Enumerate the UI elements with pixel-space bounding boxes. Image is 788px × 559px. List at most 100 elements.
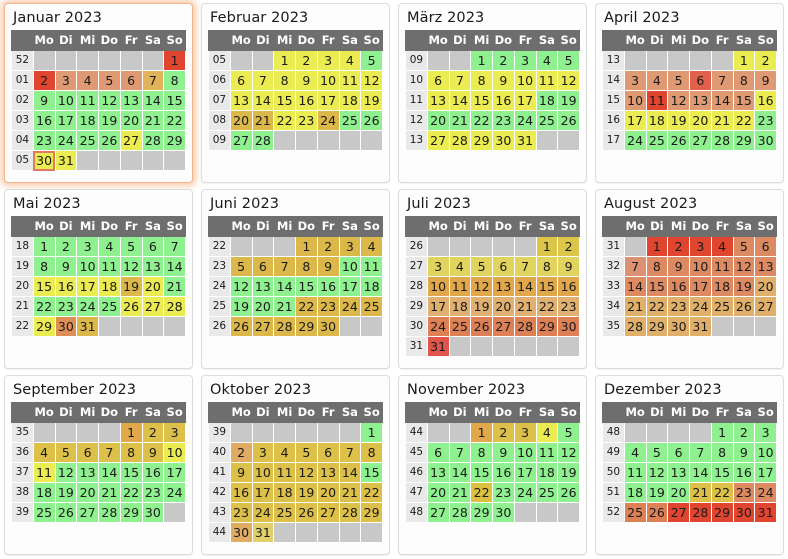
day-cell[interactable]: 15 xyxy=(273,90,296,111)
day-cell[interactable]: 8 xyxy=(470,442,493,463)
day-cell[interactable]: 3 xyxy=(689,236,712,257)
day-cell[interactable]: 29 xyxy=(535,316,559,337)
day-cell[interactable]: 14 xyxy=(98,462,121,483)
day-cell[interactable]: 3 xyxy=(316,50,340,71)
day-cell[interactable]: 5 xyxy=(119,236,143,257)
day-cell[interactable]: 20 xyxy=(492,296,515,317)
day-cell[interactable]: 22 xyxy=(470,110,493,131)
day-cell[interactable]: 27 xyxy=(492,316,515,337)
day-cell[interactable]: 6 xyxy=(754,236,777,257)
day-cell[interactable]: 18 xyxy=(645,110,669,131)
day-cell[interactable]: 30 xyxy=(54,316,78,337)
day-cell[interactable]: 31 xyxy=(251,522,275,543)
day-cell[interactable]: 20 xyxy=(426,110,450,131)
day-cell[interactable]: 31 xyxy=(689,316,712,337)
day-cell[interactable]: 24 xyxy=(623,130,647,151)
day-cell[interactable]: 4 xyxy=(76,70,99,91)
day-cell[interactable]: 17 xyxy=(76,276,99,297)
day-cell[interactable]: 26 xyxy=(557,110,580,131)
day-cell[interactable]: 22 xyxy=(710,482,734,503)
day-cell[interactable]: 4 xyxy=(273,442,296,463)
day-cell[interactable]: 20 xyxy=(76,482,99,503)
day-cell[interactable]: 23 xyxy=(229,502,253,523)
day-cell[interactable]: 25 xyxy=(98,296,121,317)
day-cell[interactable]: 10 xyxy=(689,256,712,277)
day-cell[interactable]: 21 xyxy=(163,276,186,297)
day-cell[interactable]: 2 xyxy=(54,236,78,257)
day-cell[interactable]: 28 xyxy=(448,130,472,151)
day-cell[interactable]: 6 xyxy=(229,70,253,91)
day-cell[interactable]: 1 xyxy=(32,236,56,257)
day-cell[interactable]: 10 xyxy=(513,442,537,463)
day-cell[interactable]: 10 xyxy=(163,442,186,463)
month-card-8[interactable]: August 2023 Mo Di Mi Do Fr Sa So 31 1 2 3 4 5 6 32 7 8 9… xyxy=(595,189,784,369)
day-cell[interactable]: 12 xyxy=(470,276,493,297)
day-cell[interactable]: 22 xyxy=(163,110,186,131)
month-card-1[interactable]: Januar 2023 Mo Di Mi Do Fr Sa So 52 1 01 2 3 4 5 6 7 8 0… xyxy=(4,3,193,183)
day-cell[interactable]: 12 xyxy=(645,462,669,483)
day-cell[interactable]: 25 xyxy=(535,482,559,503)
day-cell[interactable]: 28 xyxy=(141,130,165,151)
day-cell[interactable]: 13 xyxy=(492,276,515,297)
day-cell[interactable]: 8 xyxy=(710,442,734,463)
day-cell[interactable]: 26 xyxy=(98,130,121,151)
day-cell[interactable]: 12 xyxy=(557,442,580,463)
day-cell[interactable]: 31 xyxy=(754,502,777,523)
day-cell[interactable]: 22 xyxy=(32,296,56,317)
day-cell[interactable]: 19 xyxy=(557,462,580,483)
day-cell[interactable]: 27 xyxy=(316,502,340,523)
day-cell[interactable]: 2 xyxy=(229,442,253,463)
day-cell[interactable]: 9 xyxy=(732,442,756,463)
day-cell[interactable]: 28 xyxy=(623,316,647,337)
day-cell[interactable]: 13 xyxy=(251,276,275,297)
day-cell[interactable]: 16 xyxy=(492,90,515,111)
day-cell[interactable]: 6 xyxy=(119,70,143,91)
day-cell[interactable]: 15 xyxy=(163,90,186,111)
day-cell[interactable]: 6 xyxy=(492,256,515,277)
day-cell[interactable]: 10 xyxy=(426,276,450,297)
month-card-12[interactable]: Dezember 2023 Mo Di Mi Do Fr Sa So 48 1 2 3 49 4 5 6 7… xyxy=(595,375,784,555)
day-cell[interactable]: 21 xyxy=(623,296,647,317)
day-cell[interactable]: 15 xyxy=(470,90,493,111)
month-card-7[interactable]: Juli 2023 Mo Di Mi Do Fr Sa So 26 1 2 27 3 4 5 6 7 8 9 28… xyxy=(398,189,587,369)
day-cell[interactable]: 30 xyxy=(754,130,777,151)
day-cell[interactable]: 7 xyxy=(251,70,275,91)
day-cell[interactable]: 15 xyxy=(360,462,383,483)
day-cell[interactable]: 1 xyxy=(732,50,756,71)
month-card-2[interactable]: Februar 2023 Mo Di Mi Do Fr Sa So 05 1 2 3 4 5 06 6 7 8… xyxy=(201,3,390,183)
day-cell[interactable]: 10 xyxy=(338,256,362,277)
day-cell[interactable]: 26 xyxy=(54,502,78,523)
day-cell[interactable]: 16 xyxy=(316,276,340,297)
day-cell[interactable]: 20 xyxy=(251,296,275,317)
day-cell[interactable]: 8 xyxy=(470,70,493,91)
day-cell[interactable]: 29 xyxy=(710,502,734,523)
day-cell[interactable]: 11 xyxy=(710,256,734,277)
day-cell[interactable]: 14 xyxy=(448,462,472,483)
day-cell[interactable]: 6 xyxy=(76,442,99,463)
day-cell[interactable]: 8 xyxy=(535,256,559,277)
day-cell[interactable]: 15 xyxy=(470,462,493,483)
day-cell[interactable]: 27 xyxy=(667,502,690,523)
day-cell[interactable]: 24 xyxy=(316,110,340,131)
day-cell[interactable]: 22 xyxy=(535,296,559,317)
day-cell[interactable]: 18 xyxy=(535,462,559,483)
day-cell[interactable]: 9 xyxy=(141,442,165,463)
day-cell[interactable]: 21 xyxy=(98,482,121,503)
day-cell[interactable]: 21 xyxy=(689,482,712,503)
day-cell[interactable]: 5 xyxy=(667,70,690,91)
day-cell[interactable]: 21 xyxy=(338,482,362,503)
day-cell[interactable]: 12 xyxy=(557,70,580,91)
day-cell[interactable]: 17 xyxy=(513,90,537,111)
day-cell[interactable]: 8 xyxy=(295,256,318,277)
day-cell[interactable]: 29 xyxy=(732,130,756,151)
day-cell[interactable]: 5 xyxy=(295,442,318,463)
day-cell[interactable]: 14 xyxy=(338,462,362,483)
day-cell[interactable]: 25 xyxy=(338,110,362,131)
day-cell[interactable]: 1 xyxy=(360,422,383,443)
day-cell[interactable]: 30 xyxy=(492,130,515,151)
day-cell[interactable]: 14 xyxy=(141,90,165,111)
day-cell[interactable]: 1 xyxy=(645,236,669,257)
day-cell[interactable]: 16 xyxy=(295,90,318,111)
day-cell[interactable]: 8 xyxy=(645,256,669,277)
day-cell[interactable]: 19 xyxy=(667,110,690,131)
